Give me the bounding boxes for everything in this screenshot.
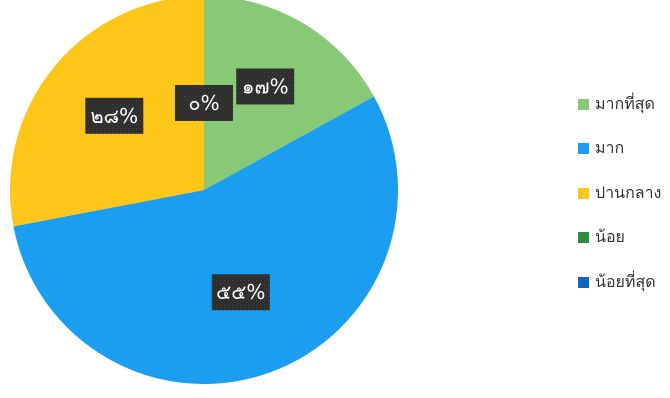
pie-data-label-text-0: ๑๗% xyxy=(242,74,289,98)
legend-item-moderate: ปานกลาง xyxy=(578,183,666,203)
legend-swatch-most xyxy=(578,98,589,110)
legend-label-little: น้อย xyxy=(595,227,625,246)
pie-data-label-box-0 xyxy=(236,68,295,105)
pie-data-label-text-1: ๕๕% xyxy=(216,280,265,304)
legend-label-much: มาก xyxy=(595,138,625,157)
slices-layer xyxy=(10,0,398,385)
legend-item-most: มากที่สุด xyxy=(578,94,666,114)
legend-item-little: น้อย xyxy=(578,227,666,248)
legend-swatch-little xyxy=(578,232,589,243)
legend-swatch-least xyxy=(578,276,589,288)
legend-item-much: มาก xyxy=(578,138,666,159)
pie-data-label-0: ๑๗% xyxy=(236,68,295,105)
pie-data-label-box-2 xyxy=(85,97,144,134)
legend-label-least: น้อยที่สุด xyxy=(595,271,656,291)
legend-item-least: น้อยที่สุด xyxy=(578,272,666,292)
pie-slice-1 xyxy=(13,96,398,385)
legend-swatch-much xyxy=(578,143,589,154)
pie-data-label-box-3 xyxy=(175,85,233,121)
legend: มากที่สุด มาก ปานกลาง น้อย น้อยที่สุด xyxy=(578,94,666,317)
legend-swatch-moderate xyxy=(578,187,589,199)
pie-data-label-text-2: ๒๘% xyxy=(90,104,138,128)
pie-data-label-3: ๐% xyxy=(175,85,233,121)
pie-data-label-box-1 xyxy=(211,274,270,311)
legend-label-moderate: ปานกลาง xyxy=(595,182,662,202)
legend-label-most: มากที่สุด xyxy=(595,93,655,113)
pie-data-label-1: ๕๕% xyxy=(211,274,270,311)
pie-data-label-2: ๒๘% xyxy=(85,97,144,134)
labels-layer: ๑๗% ๕๕% ๒๘% ๐% xyxy=(85,68,295,311)
pie-data-label-text-3: ๐% xyxy=(188,91,219,115)
